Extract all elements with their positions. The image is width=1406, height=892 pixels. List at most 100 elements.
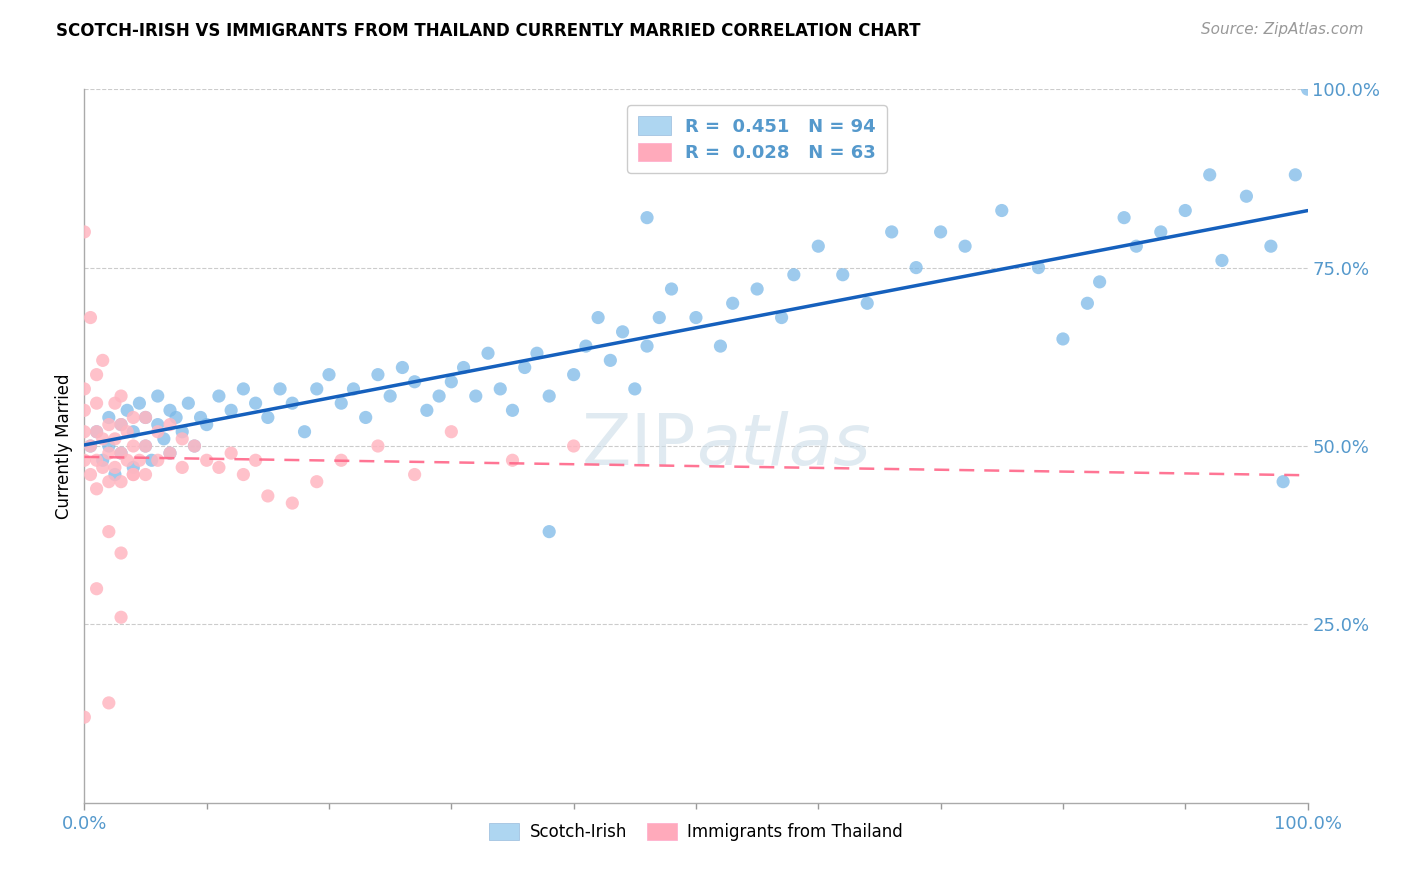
Point (104, 467, 127, 482)
Point (232, 382, 254, 396)
Point (165, 410, 187, 425)
Point (97, 524, 120, 539)
Point (391, 360, 413, 375)
Point (1211, 253, 1233, 268)
Point (91, 453, 114, 467)
Point (538, 524, 561, 539)
Point (575, 339, 598, 353)
Point (538, 389, 561, 403)
Y-axis label: Currently Married: Currently Married (55, 373, 73, 519)
Point (91, 460, 114, 475)
Point (73, 225, 96, 239)
Point (110, 417, 132, 432)
Point (1114, 211, 1136, 225)
Text: SCOTCH-IRISH VS IMMIGRANTS FROM THAILAND CURRENTLY MARRIED CORRELATION CHART: SCOTCH-IRISH VS IMMIGRANTS FROM THAILAND… (56, 22, 921, 40)
Point (440, 425, 463, 439)
Point (281, 396, 304, 410)
Point (115, 403, 138, 417)
Text: Source: ZipAtlas.com: Source: ZipAtlas.com (1201, 22, 1364, 37)
Point (427, 389, 450, 403)
Point (1028, 260, 1050, 275)
Point (416, 403, 439, 417)
Point (1260, 239, 1282, 253)
Point (354, 410, 377, 425)
Point (562, 368, 585, 382)
Point (880, 225, 903, 239)
Point (146, 425, 169, 439)
Point (79, 467, 101, 482)
Point (599, 353, 621, 368)
Point (146, 453, 169, 467)
Point (153, 432, 176, 446)
Point (502, 453, 524, 467)
Point (146, 417, 169, 432)
Point (953, 239, 976, 253)
Point (305, 475, 328, 489)
Point (110, 417, 132, 432)
Point (257, 410, 280, 425)
Point (1088, 275, 1111, 289)
Point (159, 417, 181, 432)
Point (219, 446, 242, 460)
Point (122, 425, 145, 439)
Point (86, 425, 108, 439)
Point (807, 239, 830, 253)
Point (86, 453, 108, 467)
Point (489, 382, 512, 396)
Point (73, 453, 96, 467)
Point (104, 432, 127, 446)
Point (453, 360, 475, 375)
Point (1076, 296, 1098, 310)
Point (183, 439, 205, 453)
Point (269, 382, 291, 396)
Point (73, 382, 96, 396)
Point (115, 453, 138, 467)
Point (79, 439, 101, 453)
Point (86, 482, 108, 496)
Point (122, 467, 145, 482)
Point (648, 310, 671, 325)
Point (1284, 168, 1306, 182)
Point (991, 203, 1014, 218)
Point (86, 582, 108, 596)
Point (122, 467, 145, 482)
Point (122, 460, 145, 475)
Point (562, 439, 585, 453)
Point (141, 453, 163, 467)
Point (245, 396, 267, 410)
Point (281, 496, 304, 510)
Point (135, 439, 157, 453)
Point (110, 475, 132, 489)
Point (661, 282, 683, 296)
Point (97, 696, 120, 710)
Point (783, 268, 806, 282)
Point (709, 339, 731, 353)
Point (135, 439, 157, 453)
Point (294, 425, 316, 439)
Point (104, 460, 127, 475)
Point (685, 310, 707, 325)
Point (183, 439, 205, 453)
Point (831, 268, 853, 282)
Point (110, 446, 132, 460)
Point (172, 432, 194, 446)
Point (330, 396, 353, 410)
Point (245, 453, 267, 467)
Point (1198, 168, 1220, 182)
Point (477, 346, 499, 360)
Point (97, 417, 120, 432)
Point (97, 410, 120, 425)
Point (208, 389, 231, 403)
Point (367, 439, 389, 453)
Point (91, 353, 114, 368)
Text: ZIP: ZIP (582, 411, 696, 481)
Point (86, 425, 108, 439)
Point (1236, 189, 1258, 203)
Point (1296, 82, 1319, 96)
Point (146, 389, 169, 403)
Point (1174, 203, 1197, 218)
Point (1150, 225, 1173, 239)
Point (135, 467, 157, 482)
Point (159, 446, 181, 460)
Point (1125, 239, 1147, 253)
